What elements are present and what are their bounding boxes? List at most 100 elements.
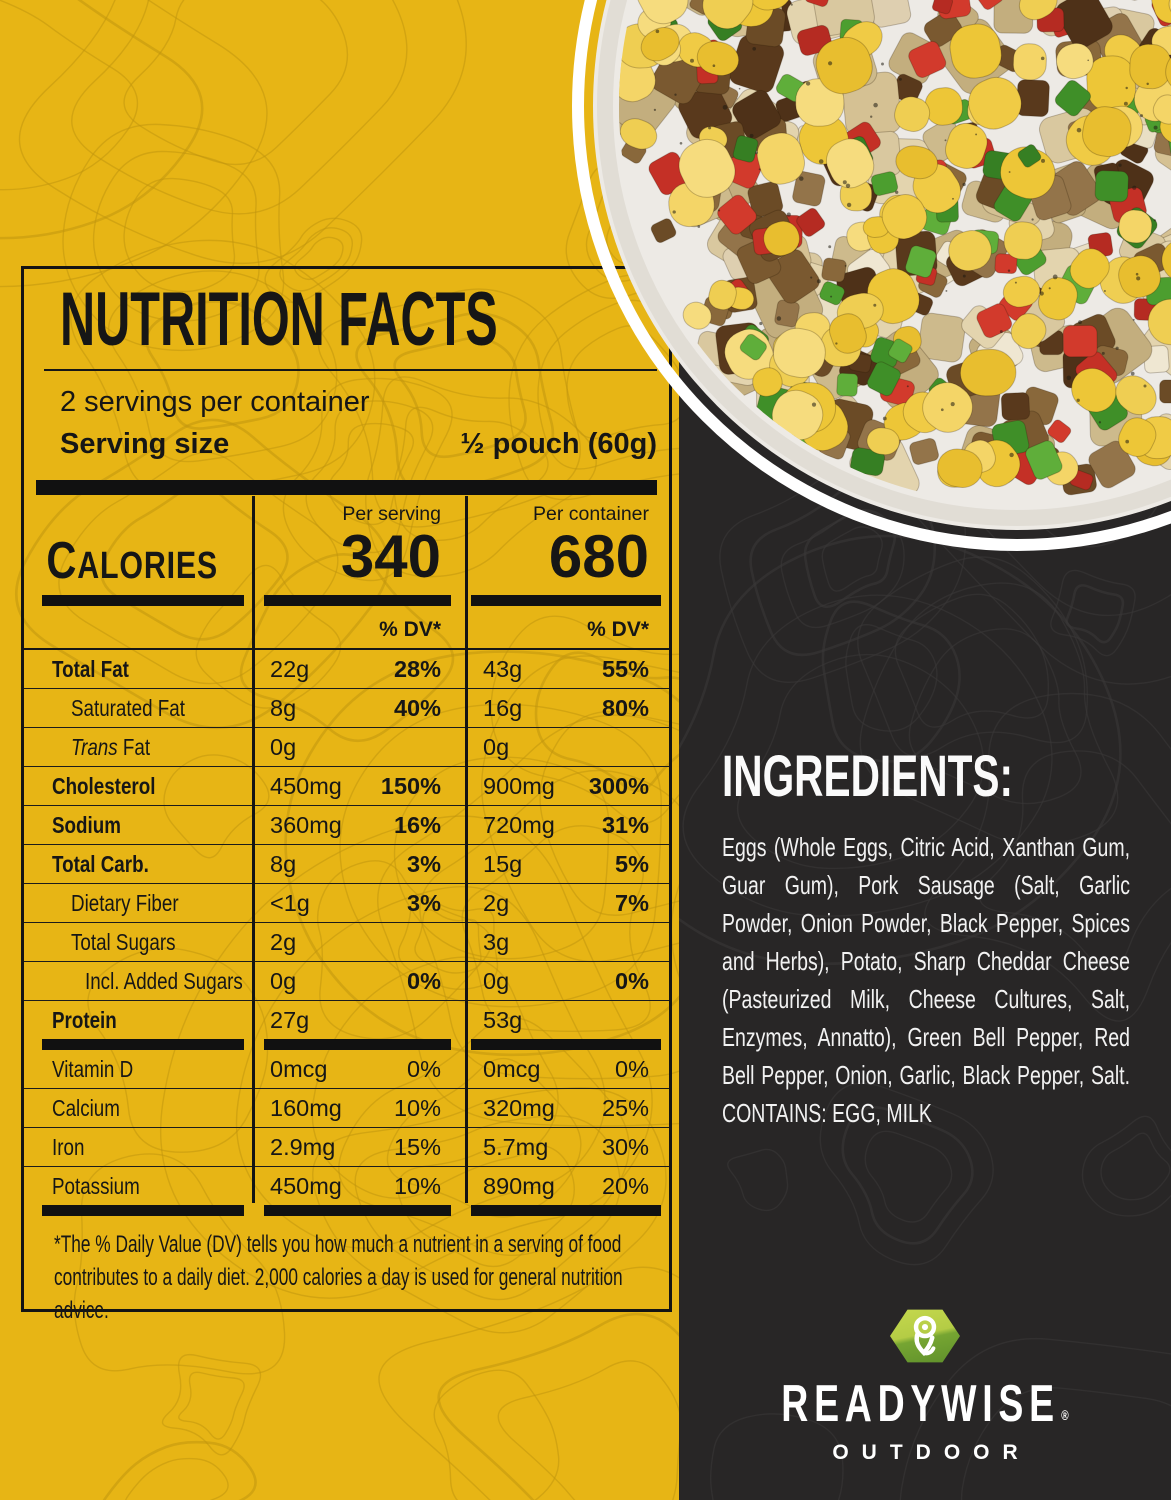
nutrient-name: Cholesterol (52, 772, 156, 799)
serving-amount: <1g (270, 889, 310, 916)
serving-amount: 22g (270, 655, 310, 682)
nutrient-name: Total Sugars (71, 928, 176, 955)
container-amount: 2g (483, 889, 510, 916)
nutrient-row: Calcium 160mg 10% 320mg 25% (24, 1089, 669, 1129)
ingredients-heading: INGREDIENTS: (722, 744, 1013, 809)
container-amount: 0mcg (483, 1055, 541, 1082)
serving-amount: 2.9mg (270, 1133, 336, 1160)
dv-header-serving: % DV* (379, 618, 441, 642)
location-pin-icon (913, 1315, 937, 1357)
dv-footnote: *The % Daily Value (DV) tells you how mu… (54, 1231, 623, 1325)
nutrient-row: Vitamin D 0mcg 0% 0mcg 0% (24, 1050, 669, 1090)
serving-daily-value: 10% (393, 1094, 441, 1121)
nutrient-row: Incl. Added Sugars 0g 0% 0g 0% (24, 962, 669, 1002)
readywise-logo-icon (890, 1309, 960, 1363)
calories-label: CALORIES (46, 532, 218, 591)
column-separator-1 (252, 496, 255, 1203)
nutrient-rows: Total Fat 22g 28% 43g 55% Saturated Fat 8g 40% 1… (24, 650, 669, 1217)
calories-row: CALORIES Per serving 340 Per container 6… (24, 495, 669, 595)
nutrient-row: Potassium 450mg 10% 890mg 20% (24, 1167, 669, 1205)
divider-bar-row (24, 1039, 669, 1051)
serving-amount: 8g (270, 850, 297, 877)
serving-amount: 2g (270, 928, 297, 955)
container-amount: 0g (483, 967, 510, 994)
serving-size-label: Serving size (60, 428, 230, 461)
nutrient-row: Dietary Fiber <1g 3% 2g 7% (24, 884, 669, 924)
container-daily-value: 300% (588, 772, 649, 799)
container-amount: 720mg (483, 811, 555, 838)
dv-header-container: % DV* (587, 618, 649, 642)
container-daily-value: 25% (601, 1094, 649, 1121)
serving-daily-value: 0% (407, 967, 441, 994)
container-amount: 43g (483, 655, 523, 682)
title-divider (44, 369, 657, 372)
serving-size-row: Serving size ½ pouch (60g) (60, 424, 657, 464)
nutrient-row: Total Carb. 8g 3% 15g 5% (24, 845, 669, 885)
nutrient-name: Sodium (52, 811, 121, 838)
container-amount: 320mg (483, 1094, 555, 1121)
nutrient-row: Iron 2.9mg 15% 5.7mg 30% (24, 1128, 669, 1168)
divider-bar-row (24, 1205, 669, 1217)
serving-daily-value: 0% (407, 1055, 441, 1082)
brand-name: READYWISE® (781, 1375, 1069, 1433)
container-amount: 15g (483, 850, 523, 877)
serving-amount: 450mg (270, 772, 342, 799)
serving-amount: 160mg (270, 1094, 342, 1121)
container-amount: 900mg (483, 772, 555, 799)
ingredients-text: Eggs (Whole Eggs, Citric Acid, Xanthan G… (722, 832, 1130, 1128)
container-amount: 5.7mg (483, 1133, 549, 1160)
registered-trademark: ® (1061, 1407, 1069, 1423)
nutrient-name: Total Carb. (52, 850, 149, 877)
serving-amount: 0g (270, 967, 297, 994)
nutrient-row: Protein 27g 53g (24, 1001, 669, 1039)
container-amount: 3g (483, 928, 510, 955)
serving-amount: 0mcg (270, 1055, 328, 1082)
serving-daily-value: 3% (407, 850, 441, 877)
container-daily-value: 30% (601, 1133, 649, 1160)
nutrient-name: Calcium (52, 1094, 120, 1121)
nutrient-row: Trans Fat 0g 0g (24, 728, 669, 768)
serving-daily-value: 28% (393, 655, 441, 682)
nutrient-name: Potassium (52, 1172, 140, 1199)
nutrition-facts-box: NUTRITION FACTS 2 servings per container… (21, 266, 672, 1324)
container-daily-value: 0% (615, 967, 649, 994)
nutrient-name: Vitamin D (52, 1055, 134, 1082)
column-separator-2 (465, 496, 468, 1203)
thick-divider-bar (36, 480, 657, 496)
container-daily-value: 55% (601, 655, 649, 682)
serving-amount: 360mg (270, 811, 342, 838)
serving-daily-value: 150% (380, 772, 441, 799)
servings-per-container: 2 servings per container (60, 386, 370, 419)
per-serving-label: Per serving (342, 503, 441, 526)
container-amount: 890mg (483, 1172, 555, 1199)
brand-subtitle: OUTDOOR (832, 1441, 1031, 1464)
container-amount: 16g (483, 694, 523, 721)
ingredients-panel-background: INGREDIENTS: Eggs (Whole Eggs, Citric Ac… (679, 0, 1171, 1500)
container-daily-value: 31% (601, 811, 649, 838)
nutrition-facts-title: NUTRITION FACTS (60, 277, 498, 362)
daily-value-header-row: % DV* % DV* (24, 606, 669, 651)
calories-per-container-value: 680 (548, 523, 649, 591)
nutrient-name: Total Fat (52, 655, 129, 682)
serving-daily-value: 10% (393, 1172, 441, 1199)
nutrient-name: Saturated Fat (71, 694, 185, 721)
divider-bar-row (24, 595, 669, 607)
brand-block: READYWISE® OUTDOOR (679, 1308, 1171, 1463)
serving-daily-value: 3% (407, 889, 441, 916)
calories-per-serving-cell: Per serving 340 (252, 495, 465, 595)
serving-daily-value: 15% (393, 1133, 441, 1160)
nutrient-name: Dietary Fiber (71, 889, 179, 916)
container-daily-value: 20% (601, 1172, 649, 1199)
serving-daily-value: 40% (393, 694, 441, 721)
nutrient-row: Saturated Fat 8g 40% 16g 80% (24, 689, 669, 729)
container-daily-value: 80% (601, 694, 649, 721)
serving-daily-value: 16% (393, 811, 441, 838)
nutrient-row: Cholesterol 450mg 150% 900mg 300% (24, 767, 669, 807)
container-amount: 0g (483, 733, 510, 760)
container-amount: 53g (483, 1006, 523, 1033)
serving-amount: 0g (270, 733, 297, 760)
serving-amount: 450mg (270, 1172, 342, 1199)
nutrition-panel-background (0, 0, 679, 1500)
nutrient-name: Iron (52, 1133, 85, 1160)
